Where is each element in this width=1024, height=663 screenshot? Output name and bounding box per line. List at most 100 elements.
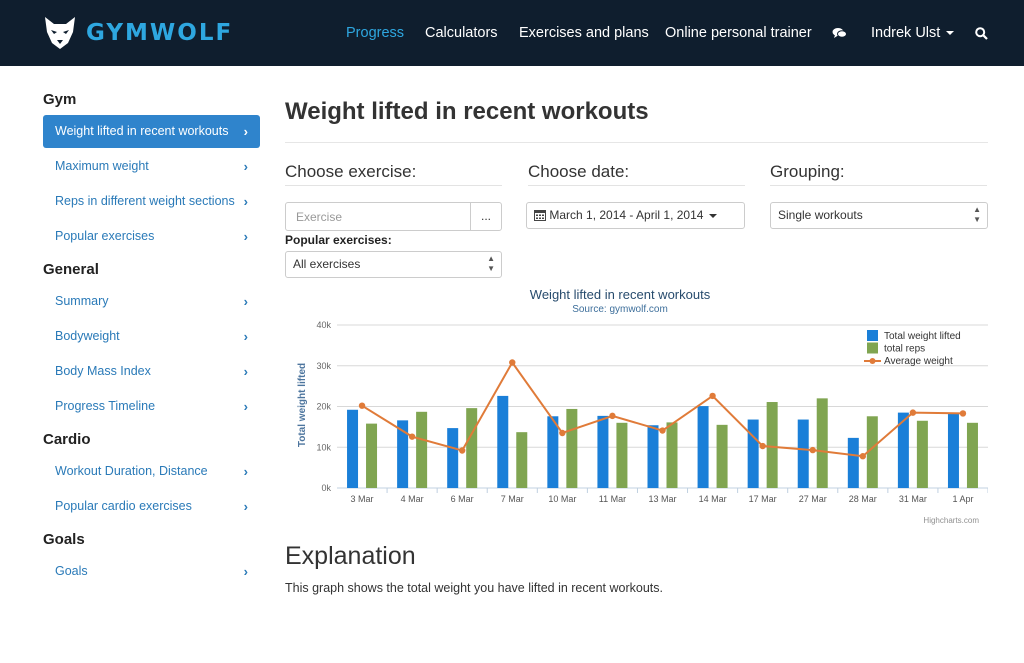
legend-item-label[interactable]: Total weight lifted: [884, 331, 961, 342]
chat-icon: [832, 27, 847, 38]
popular-exercises-value: All exercises: [293, 257, 361, 271]
y-tick-label: 0k: [321, 483, 331, 493]
bar-total-weight: [747, 419, 759, 488]
divider: [285, 142, 988, 143]
x-tick-label: 4 Mar: [401, 494, 424, 504]
wolf-logo-icon: [45, 17, 75, 49]
sidebar-item-label: Popular cardio exercises: [55, 499, 192, 513]
date-range-picker[interactable]: March 1, 2014 - April 1, 2014: [526, 202, 745, 229]
bar-total-weight: [547, 416, 559, 488]
user-menu[interactable]: Indrek Ulst: [871, 0, 955, 66]
search-icon: [975, 26, 988, 40]
chevron-right-icon: ›: [243, 564, 248, 579]
sidebar-item-maximum-weight[interactable]: Maximum weight ›: [43, 150, 260, 183]
explanation-title: Explanation: [285, 542, 416, 570]
user-name: Indrek Ulst: [871, 25, 941, 41]
chart-credit[interactable]: Highcharts.com: [923, 516, 979, 525]
nav-online-personal-trainer[interactable]: Online personal trainer: [665, 25, 812, 41]
search-button[interactable]: [975, 0, 988, 66]
chevron-right-icon: ›: [243, 464, 248, 479]
chevron-right-icon: ›: [243, 229, 248, 244]
sidebar-heading-gym: Gym: [43, 91, 77, 108]
x-tick-label: 13 Mar: [648, 494, 676, 504]
select-arrows-icon: ▲ ▼: [973, 205, 981, 224]
bar-total-reps: [516, 432, 528, 488]
x-tick-label: 7 Mar: [501, 494, 524, 504]
bar-total-weight: [447, 428, 459, 488]
chevron-right-icon: ›: [243, 159, 248, 174]
sidebar-item-label: Bodyweight: [55, 329, 120, 343]
sidebar-item-label: Maximum weight: [55, 159, 149, 173]
sidebar-item-label: Summary: [55, 294, 109, 308]
bar-total-weight: [897, 412, 909, 488]
page-title: Weight lifted in recent workouts: [285, 98, 649, 125]
average-weight-point: [859, 453, 867, 460]
chat-button[interactable]: [832, 0, 847, 66]
select-arrows-icon: ▲ ▼: [487, 254, 495, 273]
chevron-right-icon: ›: [243, 194, 248, 209]
brand[interactable]: GYMWOLF: [42, 14, 233, 52]
sidebar-item-bmi[interactable]: Body Mass Index ›: [43, 355, 260, 388]
exercise-input[interactable]: [286, 203, 470, 230]
average-weight-point: [408, 433, 416, 440]
average-weight-point: [809, 446, 816, 454]
popular-exercises-select[interactable]: All exercises ▲ ▼: [285, 251, 502, 278]
sidebar-item-workout-duration[interactable]: Workout Duration, Distance ›: [43, 455, 260, 488]
bar-total-reps: [716, 424, 728, 488]
sidebar-item-label: Workout Duration, Distance: [55, 464, 208, 478]
average-weight-point: [959, 410, 967, 417]
bar-total-reps: [566, 408, 578, 488]
sidebar-item-reps-weight-sections[interactable]: Reps in different weight sections ›: [43, 185, 260, 218]
calendar-icon: [534, 210, 546, 221]
y-tick-label: 30k: [316, 361, 331, 371]
nav-progress[interactable]: Progress: [346, 25, 405, 41]
sidebar-item-weight-lifted[interactable]: Weight lifted in recent workouts ›: [43, 115, 260, 148]
sidebar-heading-general: General: [43, 261, 99, 278]
bar-total-reps: [666, 422, 678, 488]
exercise-input-group: ...: [285, 202, 502, 231]
legend-point-symbol: [869, 358, 876, 364]
sidebar-item-popular-exercises[interactable]: Popular exercises ›: [43, 220, 260, 253]
average-weight-point: [609, 412, 616, 420]
x-tick-label: 31 Mar: [899, 494, 927, 504]
top-navbar: GYMWOLF Progress Calculators Exercises a…: [0, 0, 1024, 66]
date-range-value: March 1, 2014 - April 1, 2014: [549, 208, 704, 222]
bar-total-weight: [647, 425, 659, 488]
legend-swatch: [867, 330, 878, 341]
sidebar-item-progress-timeline[interactable]: Progress Timeline ›: [43, 390, 260, 423]
bar-total-reps: [616, 422, 628, 488]
legend-item-label[interactable]: total reps: [884, 344, 925, 355]
x-tick-label: 27 Mar: [799, 494, 827, 504]
average-weight-point: [509, 359, 516, 366]
sidebar-item-label: Reps in different weight sections: [55, 194, 235, 208]
bar-total-weight: [597, 415, 609, 488]
sidebar-item-bodyweight[interactable]: Bodyweight ›: [43, 320, 260, 353]
y-tick-label: 40k: [316, 320, 331, 330]
average-weight-point: [709, 392, 716, 400]
bar-total-reps: [416, 411, 428, 488]
average-weight-point: [909, 409, 917, 416]
grouping-select[interactable]: Single workouts ▲ ▼: [770, 202, 988, 229]
exercise-browse-button[interactable]: ...: [470, 203, 501, 230]
chevron-right-icon: ›: [243, 364, 248, 379]
y-axis-title: Total weight lifted: [297, 363, 308, 447]
grouping-label: Grouping:: [770, 162, 845, 181]
sidebar-item-label: Goals: [55, 564, 88, 578]
bar-total-reps: [916, 420, 928, 488]
sidebar-item-goals[interactable]: Goals ›: [43, 555, 260, 588]
legend-item-label[interactable]: Average weight: [884, 356, 953, 367]
x-tick-label: 6 Mar: [451, 494, 474, 504]
divider: [770, 185, 987, 186]
sidebar-item-summary[interactable]: Summary ›: [43, 285, 260, 318]
sidebar-item-popular-cardio[interactable]: Popular cardio exercises ›: [43, 490, 260, 523]
x-tick-label: 17 Mar: [749, 494, 777, 504]
bar-total-weight: [397, 420, 409, 488]
chevron-right-icon: ›: [243, 329, 248, 344]
nav-exercises-and-plans[interactable]: Exercises and plans: [519, 25, 649, 41]
explanation-text: This graph shows the total weight you ha…: [285, 581, 663, 595]
average-weight-point: [458, 447, 466, 454]
chart-subtitle: Source: gymwolf.com: [572, 304, 668, 315]
nav-calculators[interactable]: Calculators: [425, 25, 498, 41]
sidebar-heading-goals: Goals: [43, 531, 85, 548]
chevron-right-icon: ›: [243, 294, 248, 309]
